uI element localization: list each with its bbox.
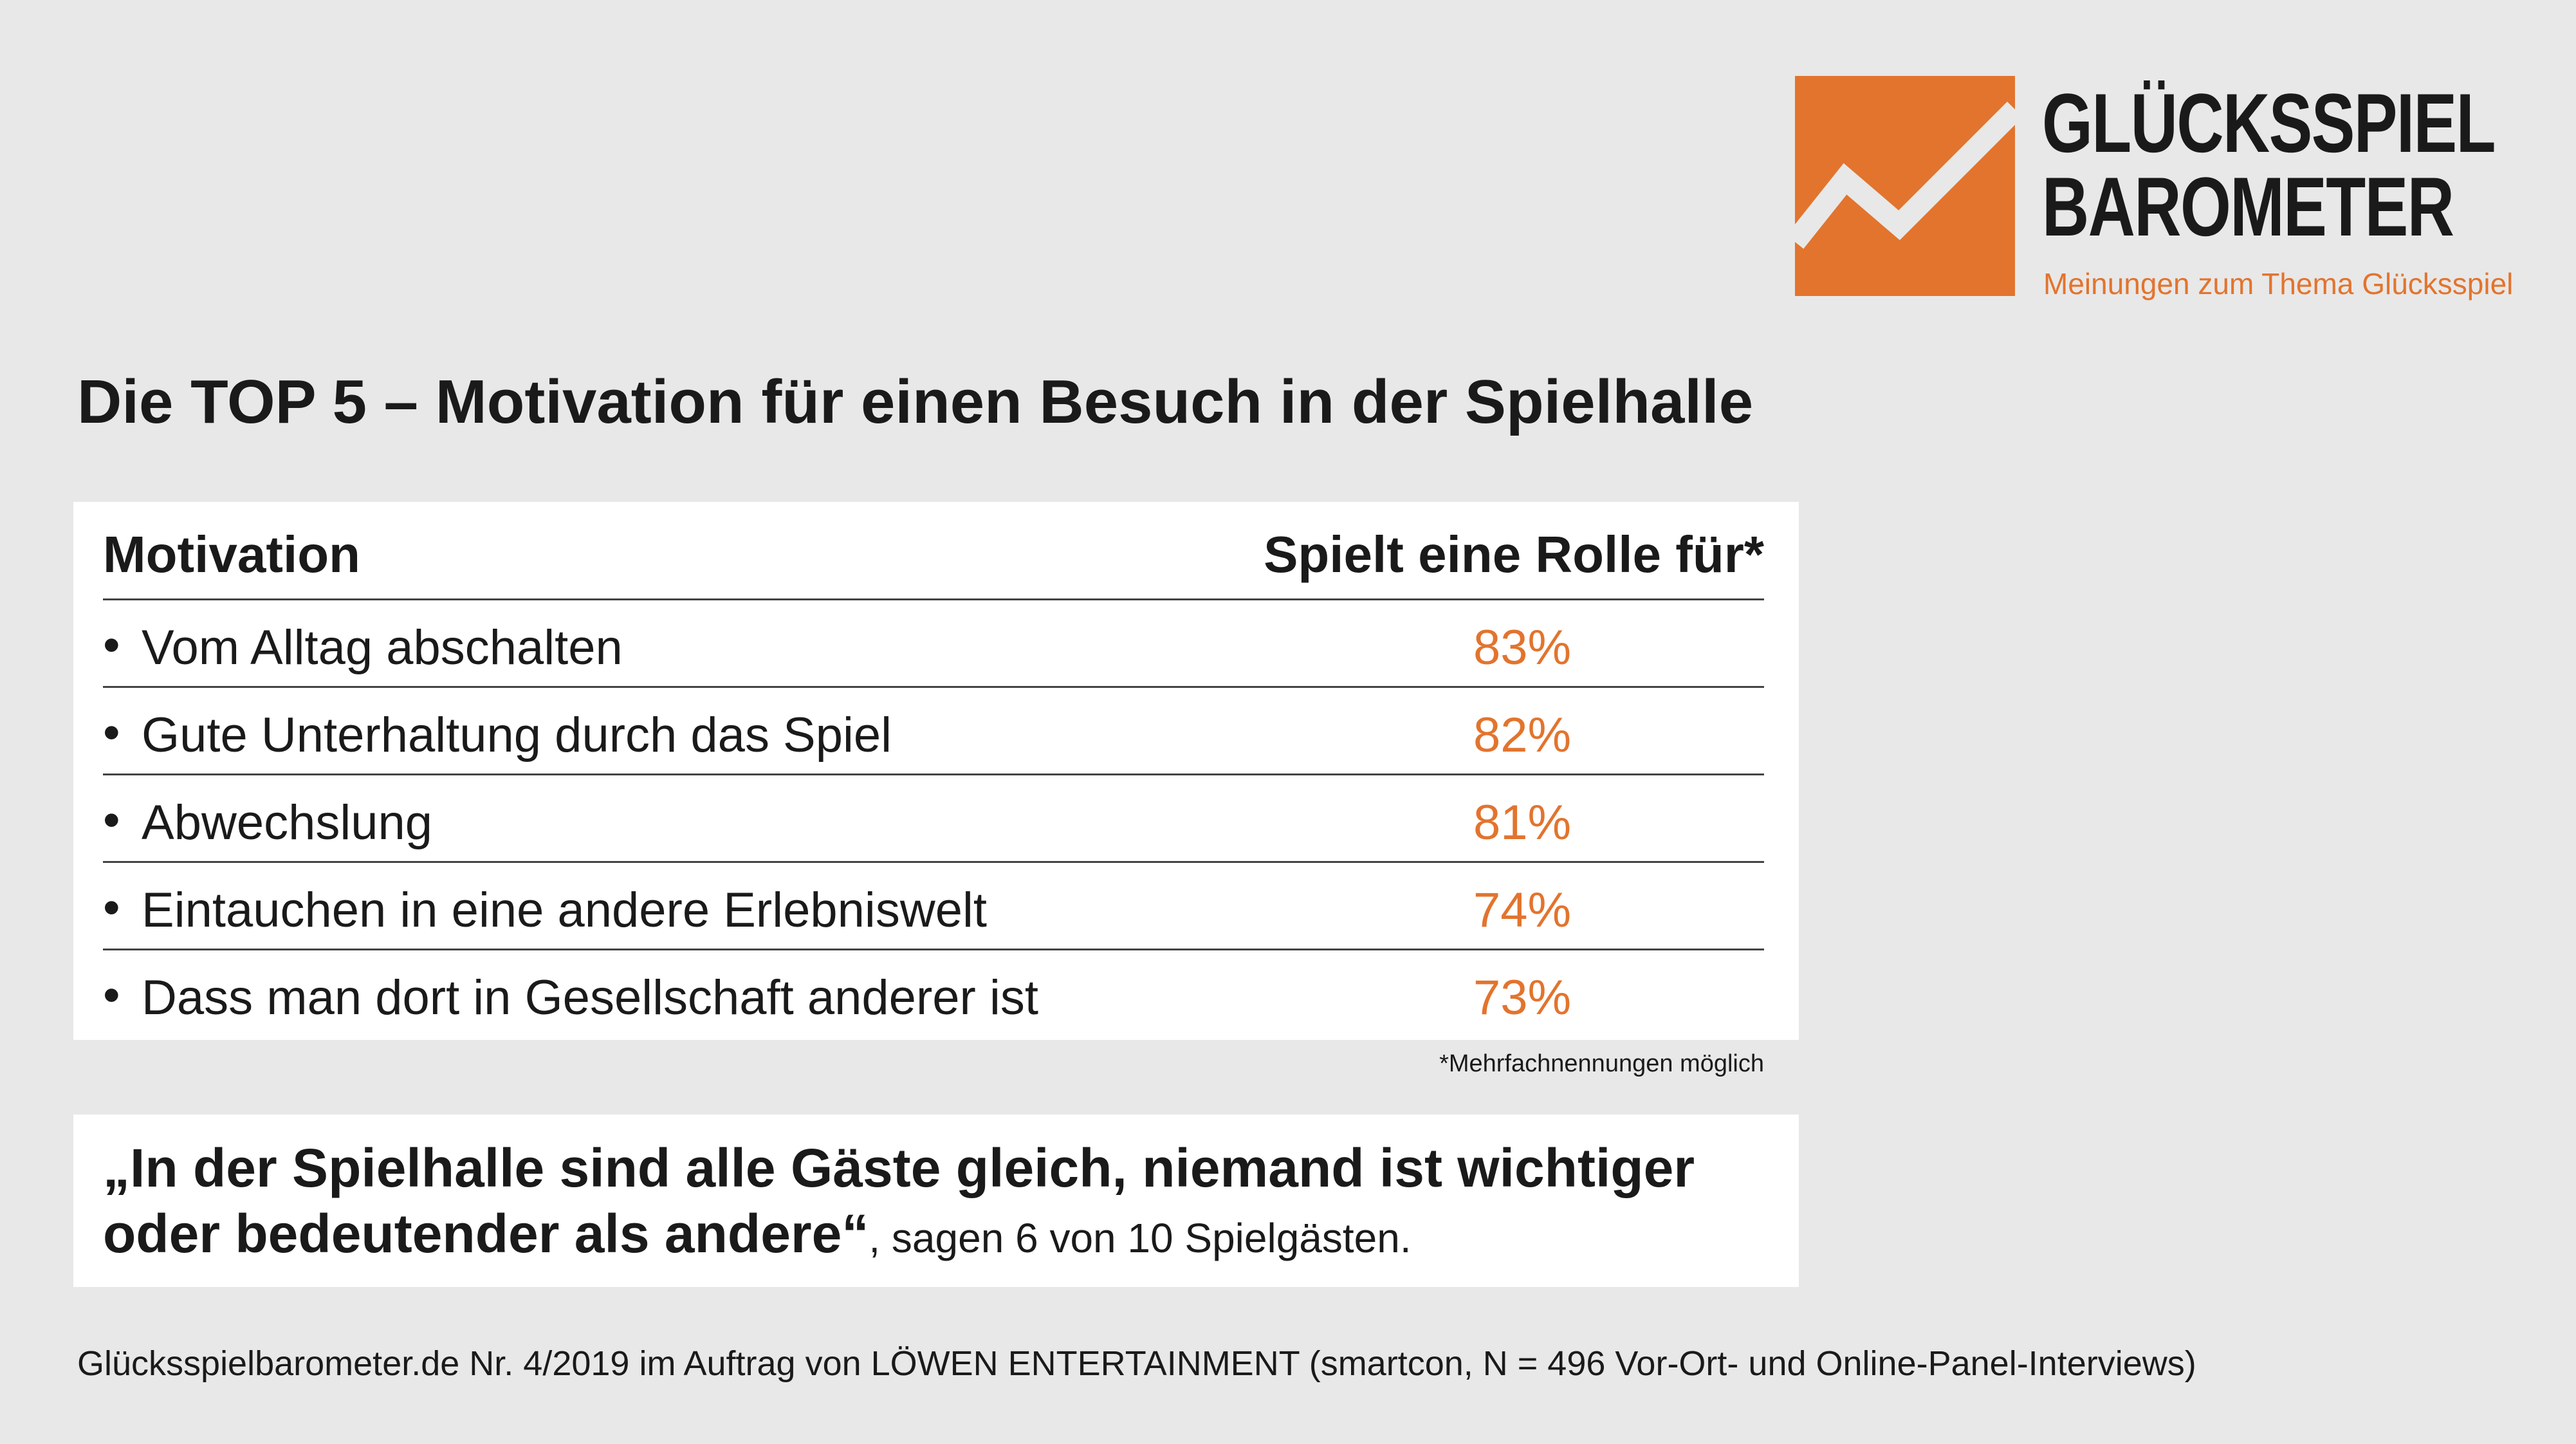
quote-panel: „In der Spielhalle sind alle Gäste gleic… bbox=[73, 1115, 1799, 1287]
bullet-icon: • bbox=[103, 705, 120, 760]
table-row: • Eintauchen in eine andere Erlebniswelt… bbox=[103, 863, 1764, 950]
row-value: 81% bbox=[1473, 795, 1572, 850]
column-header-value: Spielt eine Rolle für* bbox=[1264, 526, 1764, 583]
bullet-icon: • bbox=[103, 880, 120, 935]
source-note: Glücksspielbarometer.de Nr. 4/2019 im Au… bbox=[77, 1344, 2196, 1383]
row-label: Eintauchen in eine andere Erlebniswelt bbox=[142, 883, 987, 938]
table-row: • Vom Alltag abschalten 83% bbox=[103, 600, 1764, 688]
trend-chart-icon bbox=[1795, 76, 2015, 296]
row-label: Vom Alltag abschalten bbox=[142, 620, 623, 675]
row-value: 74% bbox=[1473, 883, 1572, 938]
motivation-table-panel: Motivation Spielt eine Rolle für* • Vom … bbox=[73, 502, 1799, 1040]
page-title: Die TOP 5 – Motivation für einen Besuch … bbox=[77, 367, 1754, 436]
bullet-icon: • bbox=[103, 968, 120, 1023]
table-header: Motivation Spielt eine Rolle für* bbox=[103, 502, 1764, 600]
table-row: • Abwechslung 81% bbox=[103, 775, 1764, 863]
column-header-motivation: Motivation bbox=[103, 526, 360, 583]
quote-attribution: , sagen 6 von 10 Spielgästen. bbox=[869, 1215, 1412, 1261]
row-value: 73% bbox=[1473, 970, 1572, 1025]
bullet-icon: • bbox=[103, 793, 120, 847]
row-label: Gute Unterhaltung durch das Spiel bbox=[142, 708, 892, 763]
table-row: • Gute Unterhaltung durch das Spiel 82% bbox=[103, 688, 1764, 775]
table-row: • Dass man dort in Gesellschaft anderer … bbox=[103, 950, 1764, 1036]
logo-wordmark-line1: GLÜCKSSPIEL bbox=[2042, 76, 2496, 170]
row-label: Abwechslung bbox=[142, 795, 433, 850]
logo-wordmark-line2: BAROMETER bbox=[2042, 160, 2454, 254]
quote: „In der Spielhalle sind alle Gäste gleic… bbox=[103, 1135, 1776, 1271]
logo-tagline: Meinungen zum Thema Glücksspiel bbox=[2043, 267, 2514, 301]
row-value: 83% bbox=[1473, 620, 1572, 675]
motivation-table: Motivation Spielt eine Rolle für* • Vom … bbox=[103, 502, 1764, 1036]
row-label: Dass man dort in Gesellschaft anderer is… bbox=[142, 970, 1038, 1025]
brand-logo: GLÜCKSSPIEL BAROMETER Meinungen zum Them… bbox=[1795, 76, 2535, 308]
row-value: 82% bbox=[1473, 708, 1572, 763]
quote-text: „In der Spielhalle sind alle Gäste gleic… bbox=[103, 1138, 1695, 1264]
table-footnote: *Mehrfachnennungen möglich bbox=[1439, 1050, 1764, 1077]
bullet-icon: • bbox=[103, 618, 120, 672]
